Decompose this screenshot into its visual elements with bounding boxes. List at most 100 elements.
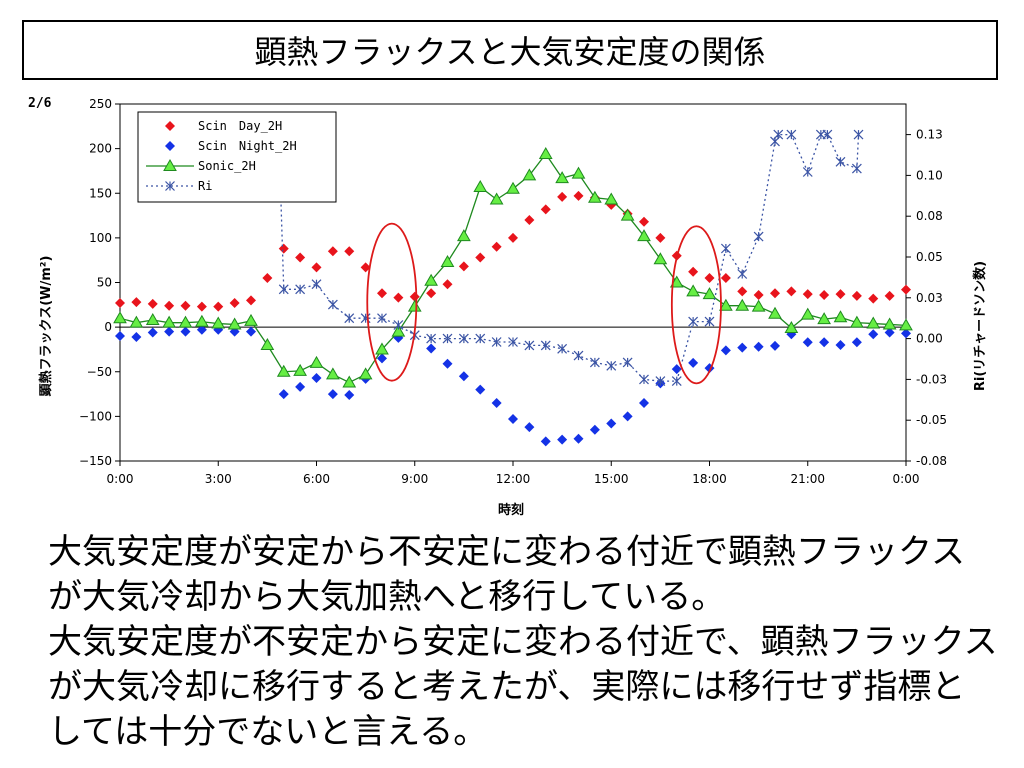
- data-point-sonic: [588, 190, 602, 203]
- data-point-ri: [442, 333, 453, 344]
- data-point-scin_day: [819, 289, 830, 300]
- data-point-scin_night: [671, 364, 682, 375]
- data-point-scin_day: [688, 266, 699, 277]
- data-point-sonic: [604, 192, 619, 205]
- data-point-ri: [475, 333, 486, 344]
- data-point-ri: [458, 333, 469, 344]
- y2-axis-label: Ri(リチャードソン数): [972, 261, 988, 391]
- data-point-scin_night: [246, 326, 256, 337]
- data-point-scin_day: [164, 300, 175, 311]
- data-point-ri: [704, 316, 715, 327]
- data-point-sonic: [260, 337, 275, 350]
- data-point-sonic: [653, 252, 668, 265]
- data-point-ri: [773, 129, 784, 140]
- data-point-scin_day: [246, 295, 256, 306]
- data-point-ri: [786, 129, 797, 140]
- data-point-scin_night: [196, 324, 207, 335]
- data-point-scin_night: [557, 434, 568, 445]
- x-tick-label: 6:00: [303, 472, 330, 486]
- x-axis-label: 時刻: [498, 502, 524, 518]
- data-point-ri: [327, 299, 338, 310]
- data-point-scin_day: [786, 286, 797, 297]
- chart-series: [113, 129, 913, 447]
- data-point-scin_night: [164, 326, 175, 337]
- data-point-ri: [589, 357, 600, 368]
- data-point-sonic: [227, 317, 242, 330]
- data-point-ri: [491, 337, 502, 347]
- data-point-sonic: [899, 318, 913, 331]
- data-point-scin_night: [491, 397, 502, 408]
- data-point-sonic: [424, 273, 438, 286]
- data-point-scin_day: [327, 246, 338, 257]
- data-point-scin_night: [884, 327, 895, 338]
- data-point-ri: [688, 316, 699, 327]
- flux-chart: 0:00 3:00 6:00 9:00 12:00 15:00 18:00 21:00 0:00…: [38, 97, 988, 518]
- data-point-ri: [802, 167, 813, 177]
- data-point-scin_day: [491, 241, 502, 252]
- data-point-scin_night: [115, 331, 125, 342]
- data-point-scin_day: [884, 290, 895, 301]
- data-point-scin_night: [475, 384, 486, 395]
- data-point-scin_night: [622, 411, 633, 422]
- data-point-scin_night: [819, 337, 830, 348]
- data-point-ri: [835, 156, 846, 167]
- data-point-sonic: [784, 321, 799, 334]
- data-point-scin_day: [720, 273, 731, 284]
- data-point-ri: [377, 313, 387, 324]
- data-point-scin_day: [770, 288, 780, 299]
- transition-ellipse-1: [366, 222, 418, 382]
- data-point-sonic: [391, 324, 406, 337]
- data-point-scin_day: [753, 289, 764, 300]
- y-tick-label: −150: [79, 454, 112, 468]
- data-point-scin_day: [360, 262, 371, 273]
- data-point-ri: [344, 313, 355, 324]
- data-point-sonic: [882, 317, 897, 330]
- data-point-ri: [540, 340, 551, 351]
- data-point-scin_day: [344, 246, 355, 257]
- data-point-scin_day: [196, 301, 207, 312]
- y-tick-label: 150: [89, 186, 112, 200]
- data-point-scin_night: [458, 371, 469, 382]
- data-point-scin_day: [540, 204, 551, 215]
- data-point-scin_night: [278, 389, 289, 400]
- y-axis-label: 顕熱フラックス(W/m²): [38, 256, 54, 397]
- transition-ellipse-2: [670, 225, 722, 385]
- data-point-ri: [622, 357, 633, 368]
- legend-marker-scin_night: [165, 141, 175, 151]
- data-point-sonic: [768, 306, 782, 319]
- data-point-scin_day: [655, 232, 666, 243]
- legend-label-ri: Ri: [198, 179, 212, 193]
- data-point-scin_day: [229, 298, 240, 309]
- data-point-ri: [295, 284, 306, 295]
- data-point-scin_day: [311, 262, 322, 273]
- data-point-ri: [822, 129, 833, 140]
- data-point-ri: [606, 360, 617, 371]
- data-point-scin_day: [524, 215, 535, 226]
- data-point-scin_night: [327, 389, 338, 400]
- data-point-scin_day: [802, 289, 813, 300]
- data-point-scin_night: [426, 343, 437, 354]
- data-point-sonic: [522, 168, 537, 181]
- data-point-scin_day: [704, 273, 715, 284]
- data-point-ri: [573, 350, 584, 361]
- data-point-sonic: [129, 315, 144, 328]
- data-point-sonic: [506, 181, 520, 194]
- data-point-scin_day: [213, 301, 224, 312]
- y2-tick-label: 0.13: [916, 128, 943, 142]
- data-point-sonic: [162, 315, 176, 328]
- y-tick-label: 200: [89, 142, 112, 156]
- data-point-scin_day: [737, 286, 748, 297]
- data-point-sonic: [113, 311, 127, 324]
- data-point-ri: [671, 376, 682, 387]
- data-point-scin_day: [508, 232, 518, 243]
- data-point-ri: [853, 129, 864, 140]
- legend-label-sonic: Sonic_2H: [198, 159, 256, 173]
- data-point-scin_day: [475, 252, 486, 263]
- data-point-sonic: [473, 179, 488, 193]
- series-scin_day: [115, 190, 911, 312]
- x-tick-label: 9:00: [401, 472, 428, 486]
- data-point-sonic: [489, 192, 504, 205]
- series-line-ri: [278, 133, 860, 382]
- x-tick-label: 0:00: [893, 472, 920, 486]
- data-point-scin_night: [868, 329, 879, 340]
